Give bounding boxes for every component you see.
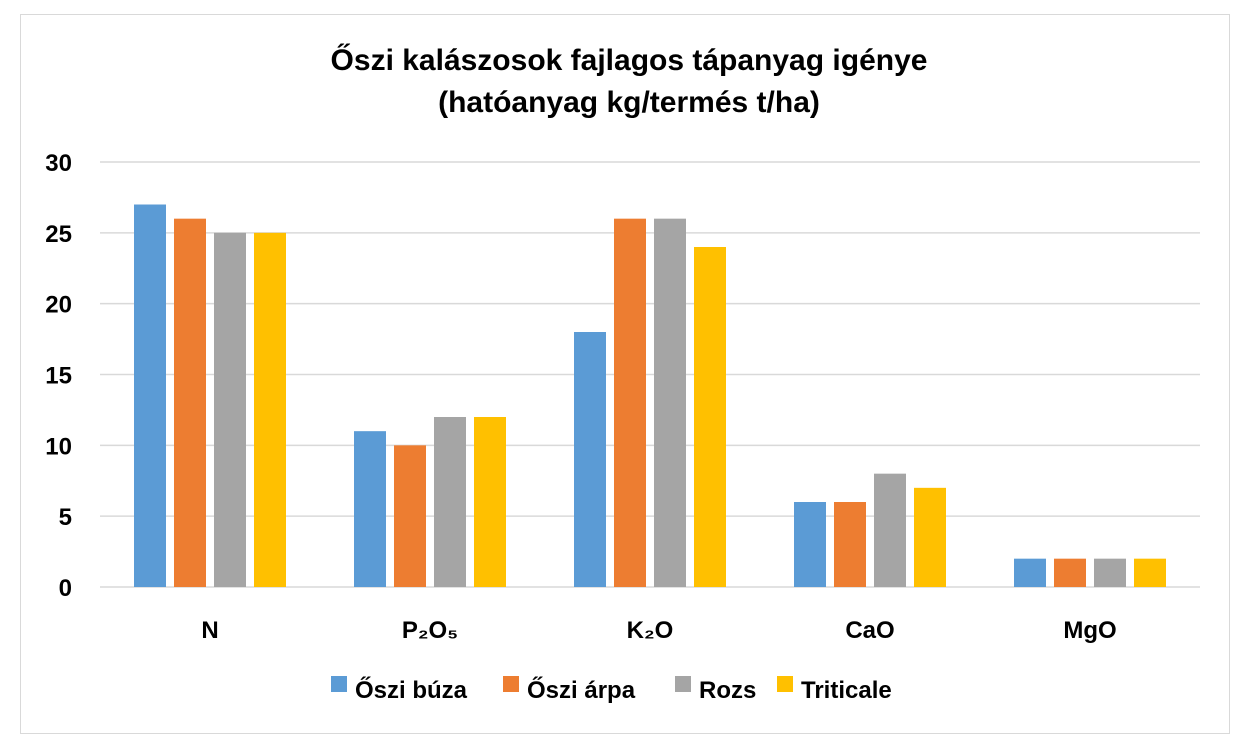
legend-label: Őszi árpa: [527, 676, 636, 704]
bar: [614, 218, 646, 587]
bar: [694, 247, 726, 587]
x-category-label: K₂O: [627, 617, 674, 644]
y-tick-label: 30: [45, 150, 72, 177]
bar: [214, 232, 246, 588]
bar: [794, 502, 826, 587]
x-category-label: MgO: [1063, 617, 1116, 644]
chart-title: Őszi kalászosok fajlagos tápanyag igénye…: [0, 40, 1258, 124]
y-tick-label: 0: [59, 575, 72, 602]
y-axis-ticks: 0 5 10 15 20 25 30: [45, 150, 72, 602]
chart-title-line: Őszi kalászosok fajlagos tápanyag igénye: [330, 44, 928, 77]
legend-swatch: [777, 676, 793, 692]
x-category-label: P₂O₅: [402, 617, 458, 644]
y-tick-label: 5: [59, 504, 72, 531]
legend: Őszi búza Őszi árpa Rozs Triticale: [331, 676, 892, 704]
legend-label: Rozs: [699, 677, 756, 704]
bar: [654, 218, 686, 587]
bar: [174, 218, 206, 587]
legend-label: Őszi búza: [355, 676, 468, 704]
bar: [874, 473, 906, 587]
bar: [434, 417, 466, 587]
y-tick-label: 15: [45, 363, 72, 390]
bar: [1014, 558, 1046, 587]
legend-swatch: [331, 676, 347, 692]
y-tick-label: 25: [45, 221, 72, 248]
legend-swatch: [503, 676, 519, 692]
bar: [1094, 558, 1126, 587]
x-axis-categories: N P₂O₅ K₂O CaO MgO: [201, 617, 1116, 644]
bar: [1134, 558, 1166, 587]
x-category-label: N: [201, 617, 218, 644]
bar: [254, 232, 286, 588]
y-tick-label: 20: [45, 292, 72, 319]
bar: [834, 502, 866, 587]
bars: [134, 204, 1166, 588]
chart-subtitle-line: (hatóanyag kg/termés t/ha): [438, 86, 820, 119]
bar: [354, 431, 386, 587]
bar: [394, 445, 426, 587]
bar: [574, 332, 606, 587]
x-category-label: CaO: [845, 617, 894, 644]
bar: [474, 417, 506, 587]
bar: [134, 204, 166, 587]
legend-label: Triticale: [801, 677, 892, 704]
y-tick-label: 10: [45, 433, 72, 460]
bar: [1054, 558, 1086, 587]
bar: [914, 487, 946, 587]
legend-swatch: [675, 676, 691, 692]
